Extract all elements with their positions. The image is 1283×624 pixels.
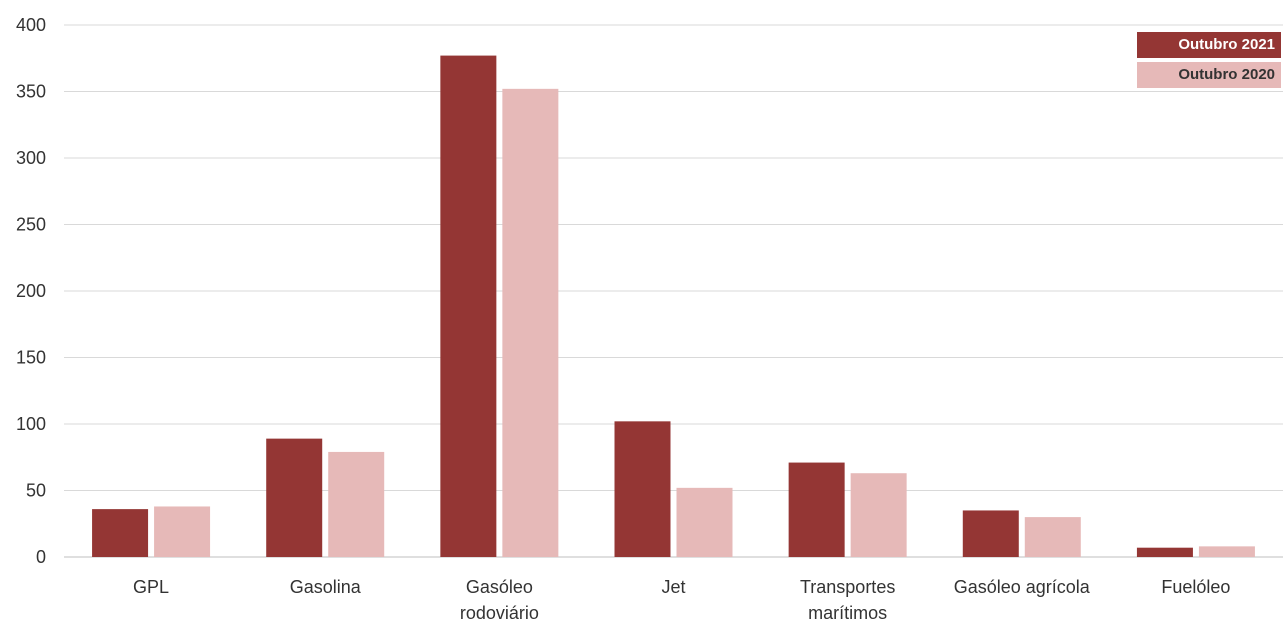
bar-outubro-2020 xyxy=(850,473,907,557)
x-category-label: marítimos xyxy=(808,603,887,623)
y-tick-label: 300 xyxy=(16,148,46,168)
bar-outubro-2020 xyxy=(1024,517,1081,557)
legend-item-outubro-2020: Outubro 2020 xyxy=(1137,62,1281,88)
bar-outubro-2021 xyxy=(962,510,1019,557)
x-category-label: Transportes xyxy=(800,577,895,597)
legend-item-outubro-2021: Outubro 2021 xyxy=(1137,32,1281,58)
bar-outubro-2020 xyxy=(154,506,211,557)
x-category-label: GPL xyxy=(133,577,169,597)
bar-outubro-2021 xyxy=(440,55,497,558)
y-tick-label: 200 xyxy=(16,281,46,301)
x-axis-labels: GPL Gasolina Gasóleo rodoviário Jet Transport… xyxy=(133,577,1230,623)
bar-outubro-2020 xyxy=(328,451,385,557)
y-tick-label: 150 xyxy=(16,348,46,368)
bar-outubro-2020 xyxy=(1198,546,1255,557)
bar-outubro-2021 xyxy=(788,462,845,557)
bar-outubro-2020 xyxy=(676,487,733,557)
y-tick-label: 250 xyxy=(16,215,46,235)
x-category-label: rodoviário xyxy=(460,603,539,623)
bars xyxy=(92,55,1255,558)
bar-outubro-2021 xyxy=(266,438,323,557)
y-axis-ticks: 0 50 100 150 200 250 300 350 400 xyxy=(16,15,46,567)
y-tick-label: 100 xyxy=(16,414,46,434)
x-category-label: Fuelóleo xyxy=(1161,577,1230,597)
y-tick-label: 400 xyxy=(16,15,46,35)
bar-outubro-2021 xyxy=(1136,547,1193,557)
bar-outubro-2021 xyxy=(92,509,149,557)
x-category-label: Jet xyxy=(661,577,685,597)
x-category-label: Gasóleo xyxy=(466,577,533,597)
bar-outubro-2021 xyxy=(614,421,671,557)
y-tick-label: 0 xyxy=(36,547,46,567)
y-tick-label: 50 xyxy=(26,481,46,501)
bar-outubro-2020 xyxy=(502,88,559,557)
gridlines xyxy=(64,24,1283,558)
x-category-label: Gasolina xyxy=(290,577,362,597)
x-category-label: Gasóleo agrícola xyxy=(954,577,1091,597)
y-tick-label: 350 xyxy=(16,82,46,102)
legend: Outubro 2021 Outubro 2020 xyxy=(1137,32,1281,92)
